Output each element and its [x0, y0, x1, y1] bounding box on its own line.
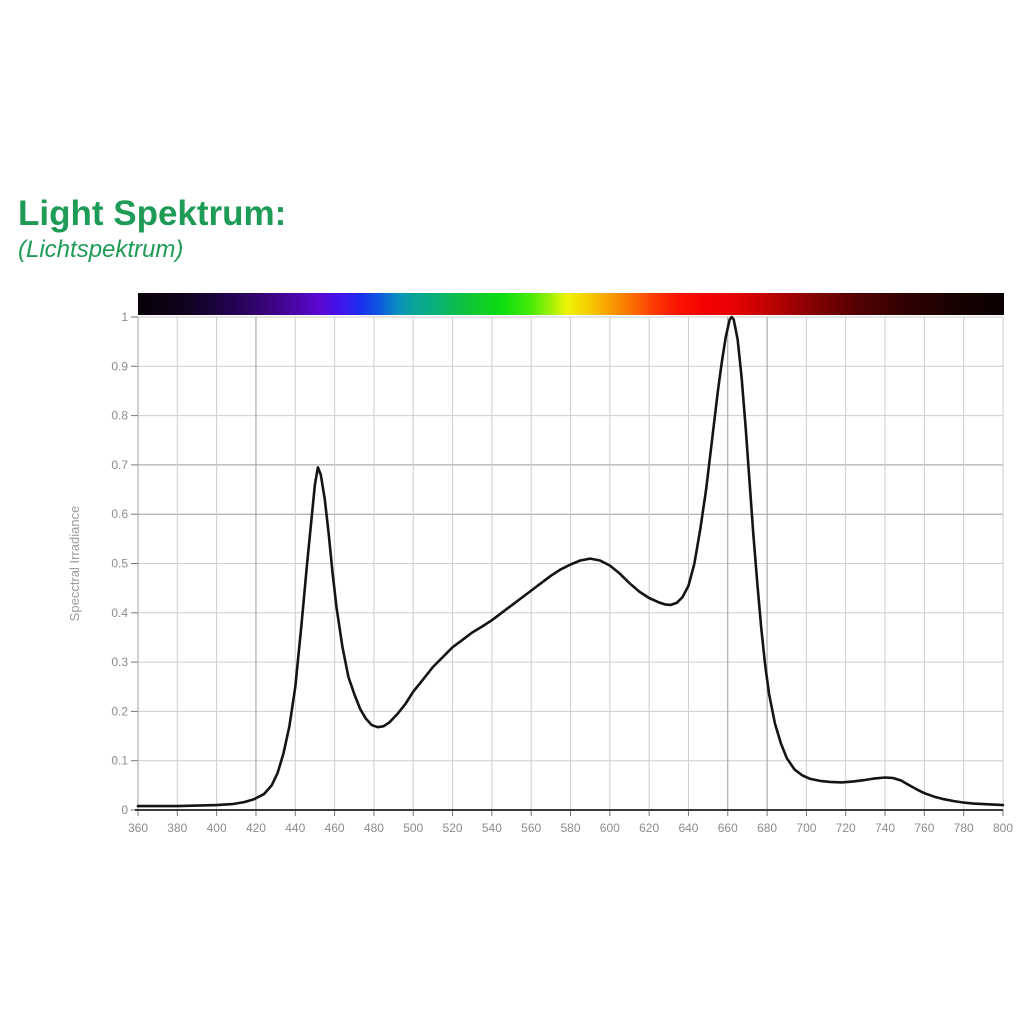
page-title: Light Spektrum:: [18, 194, 287, 233]
svg-text:0.1: 0.1: [111, 754, 128, 768]
svg-text:700: 700: [796, 821, 816, 835]
svg-text:620: 620: [639, 821, 659, 835]
chart-header: Light Spektrum: (Lichtspektrum): [18, 193, 286, 264]
svg-text:600: 600: [600, 821, 620, 835]
svg-text:720: 720: [836, 821, 856, 835]
svg-text:440: 440: [285, 821, 305, 835]
svg-text:0.8: 0.8: [111, 409, 128, 423]
svg-text:400: 400: [207, 821, 227, 835]
svg-text:480: 480: [364, 821, 384, 835]
svg-text:0.7: 0.7: [111, 458, 128, 472]
svg-text:540: 540: [482, 821, 502, 835]
svg-text:0: 0: [121, 803, 128, 817]
svg-text:0.9: 0.9: [111, 359, 128, 373]
svg-text:380: 380: [167, 821, 187, 835]
svg-text:520: 520: [443, 821, 463, 835]
svg-text:500: 500: [403, 821, 423, 835]
svg-text:360: 360: [128, 821, 148, 835]
svg-text:420: 420: [246, 821, 266, 835]
page-subtitle: (Lichtspektrum): [18, 236, 184, 264]
svg-text:800: 800: [993, 821, 1013, 835]
svg-text:660: 660: [718, 821, 738, 835]
svg-text:460: 460: [325, 821, 345, 835]
spectrum-color-bar: [138, 293, 1004, 315]
svg-text:Specctral Irradiance: Specctral Irradiance: [67, 506, 82, 622]
svg-text:680: 680: [757, 821, 777, 835]
svg-text:0.3: 0.3: [111, 655, 128, 669]
svg-text:640: 640: [678, 821, 698, 835]
svg-text:760: 760: [914, 821, 934, 835]
svg-text:0.2: 0.2: [111, 704, 128, 718]
svg-text:0.6: 0.6: [111, 507, 128, 521]
svg-text:560: 560: [521, 821, 541, 835]
svg-text:780: 780: [954, 821, 974, 835]
svg-text:1: 1: [121, 310, 128, 324]
svg-text:0.4: 0.4: [111, 606, 128, 620]
svg-text:580: 580: [560, 821, 580, 835]
svg-text:740: 740: [875, 821, 895, 835]
svg-text:0.5: 0.5: [111, 557, 128, 571]
